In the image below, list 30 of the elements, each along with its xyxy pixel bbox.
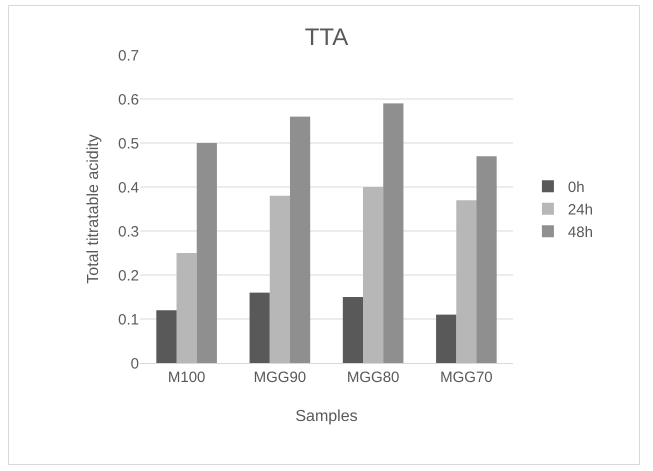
bar [456, 200, 476, 363]
y-tick-label: 0.1 [118, 311, 139, 328]
y-tick-label: 0.7 [118, 47, 139, 64]
bar [436, 314, 456, 363]
x-tick-label: M100 [168, 369, 206, 386]
y-tick-label: 0 [130, 355, 139, 372]
x-tick-label: MGG90 [254, 369, 306, 386]
bar [250, 292, 270, 363]
bar [290, 116, 310, 363]
legend-label: 24h [568, 202, 593, 219]
legend-label: 48h [568, 224, 593, 242]
bar [196, 143, 217, 363]
x-tick-label: MGG70 [440, 369, 493, 386]
y-tick-label: 0.2 [118, 267, 139, 284]
y-tick-label: 0.5 [118, 135, 139, 152]
bar [176, 253, 197, 363]
y-tick-label: 0.6 [118, 91, 139, 108]
bar [476, 156, 497, 363]
legend-label: 0h [568, 179, 585, 196]
bar [363, 187, 384, 363]
x-tick-label: MGG80 [346, 369, 400, 386]
bar [270, 196, 290, 363]
y-tick-label: 0.4 [118, 179, 139, 196]
y-tick-label: 0.3 [118, 223, 139, 240]
bar [342, 297, 364, 363]
y-axis-title: Total titratable acidity [85, 134, 102, 284]
x-axis-title: Samples [295, 408, 358, 425]
chart-title: TTA [304, 24, 348, 52]
bar [383, 103, 404, 363]
bar [156, 310, 177, 363]
